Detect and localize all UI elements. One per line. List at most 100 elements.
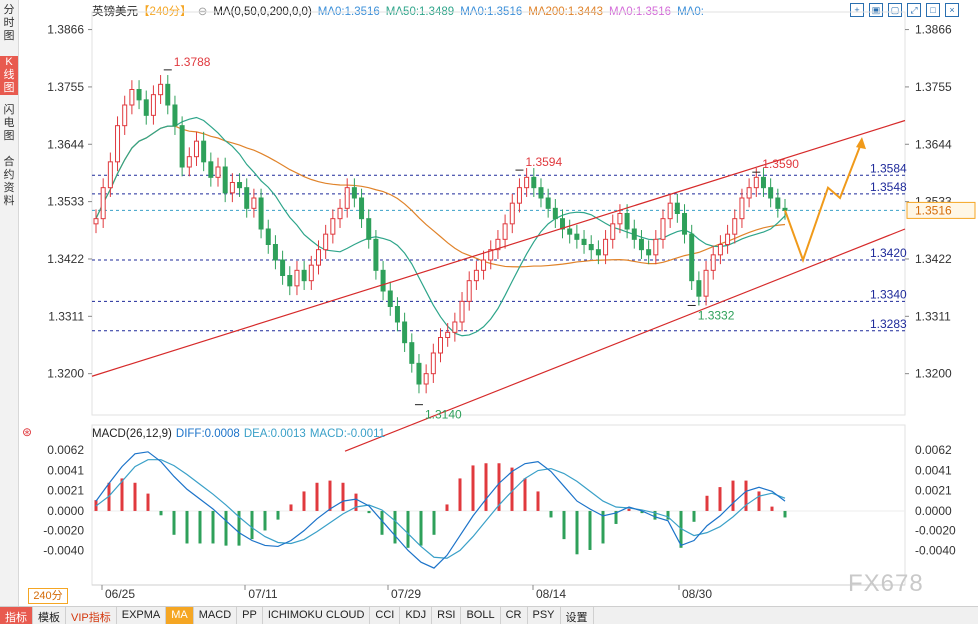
candle-body	[725, 233, 731, 246]
macd-diff-line	[95, 451, 786, 569]
toolbar-expma[interactable]: EXPMA	[117, 607, 167, 624]
candle-body	[581, 238, 587, 245]
candle-body	[466, 280, 472, 302]
zoom-out-icon[interactable]: ▢	[888, 3, 902, 17]
macd-tick-label-right: 0.0062	[915, 443, 952, 457]
toolbar-rsi[interactable]: RSI	[432, 607, 462, 624]
candle-body	[308, 264, 314, 282]
candle-body	[516, 187, 522, 204]
candle-body	[373, 238, 379, 271]
x-tick-label: 08/30	[682, 587, 712, 601]
candle-body	[143, 99, 149, 116]
macd-tick-label-right: -0.0040	[915, 543, 956, 557]
candle-body	[631, 228, 637, 240]
zoom-in-icon[interactable]: ▣	[869, 3, 883, 17]
candle-body	[294, 269, 300, 287]
tab-contract-info[interactable]: 合约资料	[3, 156, 15, 207]
candle-body	[545, 197, 551, 209]
close-icon[interactable]: ×	[945, 3, 959, 17]
candle-body	[387, 290, 393, 307]
candle-body	[538, 187, 544, 199]
macd-dea-line	[95, 459, 786, 559]
tab-kline[interactable]: K线图	[0, 56, 18, 95]
x-tick-label: 08/14	[536, 587, 566, 601]
kline-chart[interactable]: 1.3584 1.3548 1.3420 1.3340 1.3283 1.3788 1.3…	[0, 0, 978, 606]
macd-dea-value: DEA:0.0013	[243, 428, 306, 440]
macd-tick-label-left: 0.0000	[47, 504, 84, 518]
toolbar-cr[interactable]: CR	[501, 607, 528, 624]
candle-body	[100, 187, 106, 220]
macd-tick-label-right: -0.0020	[915, 524, 956, 538]
expand-icon[interactable]: ⤢	[907, 3, 921, 17]
y-tick-label-right: 1.3644	[915, 137, 952, 151]
period-selector[interactable]: 240分	[28, 588, 68, 604]
candle-body	[481, 259, 487, 271]
channel-upper-line	[91, 119, 906, 377]
y-tick-label-left: 1.3533	[47, 195, 84, 209]
candle-body	[201, 140, 207, 163]
candle-body	[244, 187, 250, 209]
left-tab-strip: 分时图 K线图 闪电图 合约资料	[0, 0, 19, 606]
y-tick-label-right: 1.3200	[915, 367, 952, 381]
y-tick-label-left: 1.3311	[48, 309, 84, 323]
toolbar-indicator[interactable]: 指标	[0, 607, 33, 624]
current-price-tag	[906, 201, 976, 219]
candle-body	[459, 300, 465, 323]
toolbar-kdj[interactable]: KDJ	[400, 607, 433, 624]
candle-body	[380, 269, 386, 292]
candle-body	[136, 89, 142, 101]
candle-body	[595, 249, 601, 256]
toolbar-cci[interactable]: CCI	[370, 607, 401, 624]
level-label: 1.3584	[870, 161, 907, 175]
candle-body	[258, 197, 264, 230]
low-annotation: 1.3332	[698, 308, 735, 322]
candle-body	[337, 207, 343, 220]
toolbar-pp[interactable]: PP	[237, 607, 263, 624]
toolbar-boll[interactable]: BOLL	[461, 607, 501, 624]
macd-tick-label-left: 0.0041	[47, 464, 84, 478]
watermark-logo: FX678	[848, 570, 924, 597]
forecast-arrowhead	[856, 137, 866, 150]
toolbar-macd[interactable]: MACD	[194, 607, 238, 624]
candle-body	[653, 238, 659, 256]
tab-flash[interactable]: 闪电图	[3, 104, 15, 142]
candle-body	[237, 182, 243, 189]
macd-tick-label-right: 0.0041	[915, 464, 952, 478]
toolbar-ma[interactable]: MA	[166, 607, 194, 624]
candle-body	[617, 213, 623, 225]
candle-body	[624, 213, 630, 230]
fullscreen-icon[interactable]: □	[926, 3, 940, 17]
macd-tick-label-left: -0.0020	[43, 524, 84, 538]
candle-body	[215, 166, 221, 178]
candle-body	[438, 337, 443, 354]
candle-body	[445, 331, 451, 339]
candle-body	[710, 254, 716, 271]
candle-body	[287, 275, 293, 287]
toolbar-vip[interactable]: VIP指标	[66, 607, 117, 624]
candle-body	[717, 244, 723, 256]
toolbar-ichimoku[interactable]: ICHIMOKU CLOUD	[263, 607, 371, 624]
tab-time-sharing[interactable]: 分时图	[3, 4, 15, 42]
y-tick-label-left: 1.3422	[47, 252, 84, 266]
toolbar-template[interactable]: 模板	[33, 607, 66, 624]
candle-body	[760, 176, 766, 189]
toolbar-settings[interactable]: 设置	[561, 607, 594, 624]
ma50-line	[95, 116, 786, 337]
crosshair-icon[interactable]: +	[850, 3, 864, 17]
candle-body	[430, 352, 436, 375]
candle-body	[452, 321, 458, 333]
x-tick-label: 06/25	[105, 587, 135, 601]
macd-hist-value: MACD:-0.0011	[309, 428, 386, 440]
candle-body	[394, 306, 400, 323]
macd-tick-label-right: 0.0000	[915, 504, 952, 518]
candle-body	[186, 156, 192, 168]
candle-body	[567, 228, 573, 235]
low-annotation: 1.3140	[425, 408, 462, 422]
candle-body	[323, 233, 329, 251]
x-tick-label: 07/11	[248, 587, 277, 601]
toolbar-psy[interactable]: PSY	[528, 607, 561, 624]
candle-body	[495, 238, 501, 251]
candle-body	[509, 202, 515, 225]
candle-body	[610, 223, 616, 240]
current-price-label: 1.3516	[915, 203, 952, 217]
